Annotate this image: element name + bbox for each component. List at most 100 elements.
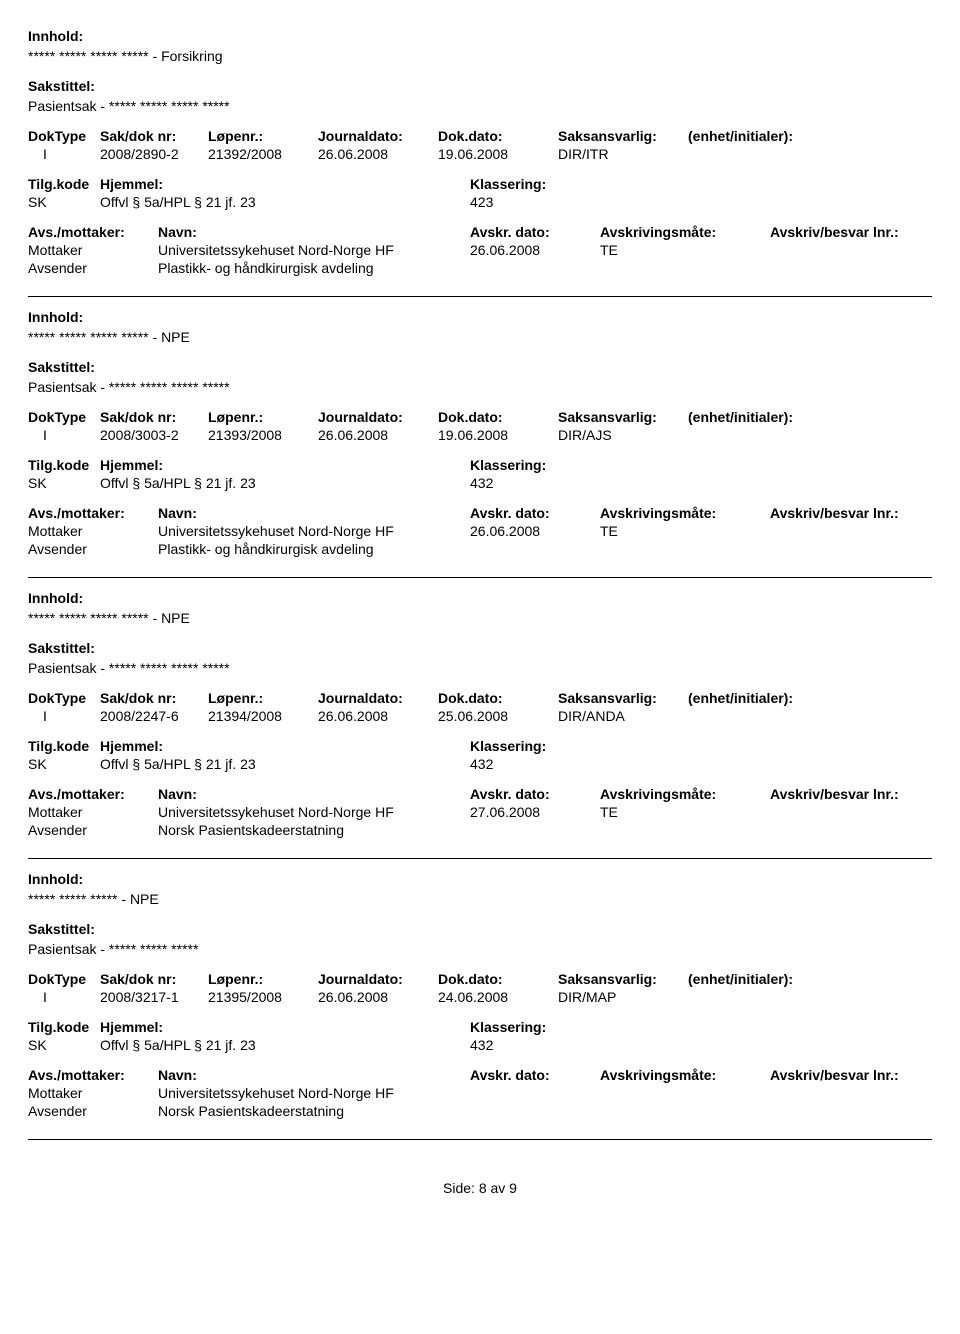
- dokdato-value: 25.06.2008: [438, 708, 558, 724]
- avsmottaker-label: Avs./mottaker:: [28, 224, 158, 240]
- innhold-label: Innhold:: [28, 871, 932, 887]
- sakdok-label: Sak/dok nr:: [100, 690, 208, 706]
- klassering-label: Klassering:: [470, 457, 932, 473]
- doktype-label: DokType: [28, 409, 100, 425]
- avsender-role: Avsender: [28, 1103, 158, 1119]
- doktype-label: DokType: [28, 128, 100, 144]
- sakstittel-value: Pasientsak - ***** ***** ***** *****: [28, 660, 932, 676]
- enhet-label: (enhet/initialer):: [688, 971, 932, 987]
- journaldato-value: 26.06.2008: [318, 146, 438, 162]
- avskrivbesvar-label: Avskriv/besvar lnr.:: [770, 505, 932, 521]
- innhold-value: ***** ***** ***** - NPE: [28, 891, 932, 907]
- page-footer: Side: 8 av 9: [28, 1180, 932, 1196]
- sakstittel-value: Pasientsak - ***** ***** ***** *****: [28, 98, 932, 114]
- innhold-label: Innhold:: [28, 590, 932, 606]
- klassering-label: Klassering:: [470, 176, 932, 192]
- dokdato-value: 24.06.2008: [438, 989, 558, 1005]
- doktype-value: I: [28, 989, 100, 1005]
- doktype-value: I: [28, 146, 100, 162]
- doktype-value: I: [28, 708, 100, 724]
- saksansvarlig-value: DIR/AJS: [558, 427, 688, 443]
- avskrdato-value: 26.06.2008: [470, 242, 600, 258]
- avskrivingsmate-value: [600, 1085, 770, 1101]
- avskrivingsmate-label: Avskrivingsmåte:: [600, 224, 770, 240]
- tilgkode-value: SK: [28, 756, 100, 772]
- tilgkode-label: Tilg.kode: [28, 1019, 100, 1035]
- avsender-navn: Plastikk- og håndkirurgisk avdeling: [158, 541, 470, 557]
- tilgkode-label: Tilg.kode: [28, 176, 100, 192]
- innhold-value: ***** ***** ***** ***** - NPE: [28, 610, 932, 626]
- avsmottaker-label: Avs./mottaker:: [28, 1067, 158, 1083]
- avsender-navn: Plastikk- og håndkirurgisk avdeling: [158, 260, 470, 276]
- sakstittel-label: Sakstittel:: [28, 359, 932, 375]
- hjemmel-value: Offvl § 5a/HPL § 21 jf. 23: [100, 1037, 470, 1053]
- hjemmel-label: Hjemmel:: [100, 738, 470, 754]
- sakdok-label: Sak/dok nr:: [100, 128, 208, 144]
- avsender-role: Avsender: [28, 541, 158, 557]
- avsender-role: Avsender: [28, 822, 158, 838]
- klassering-label: Klassering:: [470, 738, 932, 754]
- journal-entry: Innhold: ***** ***** ***** - NPE Sakstit…: [28, 871, 932, 1140]
- avskrivingsmate-value: TE: [600, 242, 770, 258]
- lopenr-value: 21392/2008: [208, 146, 318, 162]
- dokdato-label: Dok.dato:: [438, 971, 558, 987]
- mottaker-role: Mottaker: [28, 523, 158, 539]
- avskrdato-label: Avskr. dato:: [470, 505, 600, 521]
- innhold-value: ***** ***** ***** ***** - Forsikring: [28, 48, 932, 64]
- avskrivingsmate-value: TE: [600, 523, 770, 539]
- tilgkode-value: SK: [28, 475, 100, 491]
- journal-entry: Innhold: ***** ***** ***** ***** - NPE S…: [28, 309, 932, 578]
- tilgkode-value: SK: [28, 1037, 100, 1053]
- klassering-label: Klassering:: [470, 1019, 932, 1035]
- dokdato-label: Dok.dato:: [438, 128, 558, 144]
- sakstittel-label: Sakstittel:: [28, 921, 932, 937]
- journaldato-label: Journaldato:: [318, 409, 438, 425]
- hjemmel-label: Hjemmel:: [100, 457, 470, 473]
- sakstittel-value: Pasientsak - ***** ***** *****: [28, 941, 932, 957]
- journaldato-label: Journaldato:: [318, 690, 438, 706]
- saksansvarlig-value: DIR/ANDA: [558, 708, 688, 724]
- avskrdato-value: 26.06.2008: [470, 523, 600, 539]
- enhet-label: (enhet/initialer):: [688, 128, 932, 144]
- avskrdato-value: 27.06.2008: [470, 804, 600, 820]
- dokdato-value: 19.06.2008: [438, 146, 558, 162]
- hjemmel-label: Hjemmel:: [100, 176, 470, 192]
- journaldato-value: 26.06.2008: [318, 427, 438, 443]
- avskrdato-label: Avskr. dato:: [470, 786, 600, 802]
- tilgkode-label: Tilg.kode: [28, 457, 100, 473]
- sakdok-value: 2008/2247-6: [100, 708, 208, 724]
- klassering-value: 432: [470, 1037, 932, 1053]
- sakdok-label: Sak/dok nr:: [100, 409, 208, 425]
- klassering-value: 432: [470, 756, 932, 772]
- avsender-navn: Norsk Pasientskadeerstatning: [158, 1103, 470, 1119]
- sakstittel-label: Sakstittel:: [28, 640, 932, 656]
- avsmottaker-label: Avs./mottaker:: [28, 786, 158, 802]
- saksansvarlig-label: Saksansvarlig:: [558, 128, 688, 144]
- innhold-label: Innhold:: [28, 28, 932, 44]
- mottaker-navn: Universitetssykehuset Nord-Norge HF: [158, 804, 470, 820]
- sakstittel-value: Pasientsak - ***** ***** ***** *****: [28, 379, 932, 395]
- tilgkode-label: Tilg.kode: [28, 738, 100, 754]
- journaldato-label: Journaldato:: [318, 128, 438, 144]
- lopenr-label: Løpenr.:: [208, 128, 318, 144]
- mottaker-role: Mottaker: [28, 242, 158, 258]
- innhold-label: Innhold:: [28, 309, 932, 325]
- journaldato-label: Journaldato:: [318, 971, 438, 987]
- avskrivingsmate-label: Avskrivingsmåte:: [600, 786, 770, 802]
- lopenr-value: 21395/2008: [208, 989, 318, 1005]
- avskrivingsmate-label: Avskrivingsmåte:: [600, 1067, 770, 1083]
- innhold-value: ***** ***** ***** ***** - NPE: [28, 329, 932, 345]
- saksansvarlig-value: DIR/MAP: [558, 989, 688, 1005]
- journaldato-value: 26.06.2008: [318, 708, 438, 724]
- hjemmel-value: Offvl § 5a/HPL § 21 jf. 23: [100, 194, 470, 210]
- doktype-label: DokType: [28, 690, 100, 706]
- hjemmel-value: Offvl § 5a/HPL § 21 jf. 23: [100, 475, 470, 491]
- navn-label: Navn:: [158, 505, 470, 521]
- avskrivbesvar-label: Avskriv/besvar lnr.:: [770, 224, 932, 240]
- navn-label: Navn:: [158, 786, 470, 802]
- avskrdato-value: [470, 1085, 600, 1101]
- dokdato-label: Dok.dato:: [438, 690, 558, 706]
- lopenr-label: Løpenr.:: [208, 971, 318, 987]
- sakdok-value: 2008/3217-1: [100, 989, 208, 1005]
- klassering-value: 423: [470, 194, 932, 210]
